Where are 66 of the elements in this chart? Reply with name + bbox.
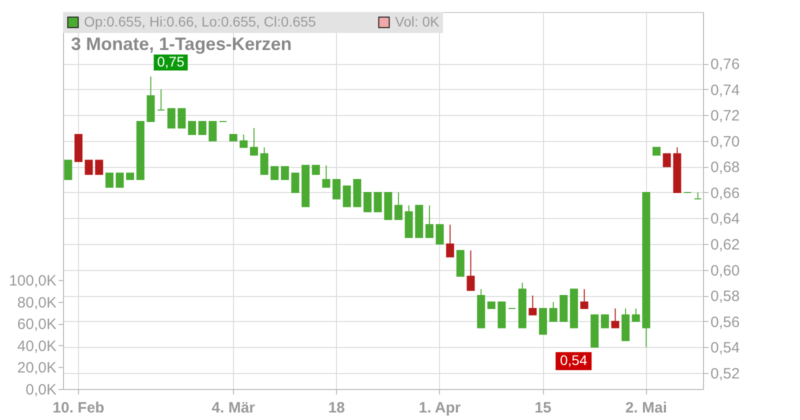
candlestick (580, 288, 588, 309)
y2-tick-label: 40,0K (17, 338, 56, 355)
candlestick (178, 108, 186, 128)
x-tick-label: 15 (534, 400, 552, 416)
x-tick-label: 1. Apr (418, 400, 461, 416)
candlestick (260, 146, 268, 175)
annotation: 0,75 (157, 53, 185, 70)
y-tick-label: 0,56 (710, 314, 740, 331)
y-tick-label: 0,68 (710, 159, 740, 176)
legend-label: Vol: 0K (395, 13, 440, 30)
candlestick (280, 166, 289, 180)
candlestick (632, 308, 640, 322)
x-tick-label: 4. Mär (212, 400, 256, 416)
candlestick (374, 192, 382, 212)
text: 3 Monate, 1-Tages-Kerzen (71, 34, 292, 54)
y-tick-label: 0,66 (710, 184, 740, 202)
candlestick (291, 172, 300, 193)
y-tick-label: 0,76 (710, 56, 740, 74)
candlestick (364, 192, 372, 212)
candlestick (250, 128, 258, 156)
legend-label: Op:0.655, Hi:0.66, Lo:0.655, Cl:0.655 (84, 13, 316, 30)
y-tick-label: 0,62 (710, 236, 740, 254)
candlestick (167, 108, 176, 128)
y2-tick-label: 60,0K (17, 316, 56, 334)
y2-tick-label: 0,0K (26, 382, 56, 398)
x-tick-label: 18 (328, 400, 345, 416)
candlestick (662, 153, 671, 168)
candlestick (270, 166, 279, 180)
candlestick (95, 160, 104, 175)
candlestick (64, 160, 72, 180)
candlestick (240, 134, 248, 148)
candlestick (528, 295, 537, 316)
candlestick (694, 192, 702, 200)
y-tick-label: 0,58 (710, 288, 740, 306)
candlestick (332, 179, 341, 200)
candlestick (436, 224, 444, 244)
candlestick (312, 164, 320, 175)
y-tick-label: 0,52 (710, 365, 740, 382)
y-tick-label: 0,64 (710, 210, 740, 228)
y-tick-label: 0,74 (710, 82, 740, 99)
x-tick-label: 2. Mai (625, 400, 668, 416)
candlestick (105, 172, 114, 188)
candlestick (342, 186, 351, 208)
candlestick (116, 172, 124, 188)
x-tick-label: 10. Feb (52, 400, 104, 416)
candlestick (466, 250, 475, 291)
candlestick (549, 302, 558, 322)
candlestick (157, 88, 166, 110)
y2-tick-label: 100,0K (8, 272, 56, 290)
y-tick-label: 0,54 (710, 340, 740, 357)
annotation: 0,54 (560, 352, 588, 368)
candlestick (322, 164, 330, 188)
candlestick (84, 160, 93, 175)
candlestick (446, 224, 454, 258)
candlestick (600, 314, 609, 328)
candlestick (208, 121, 217, 142)
y-tick-label: 0,72 (710, 108, 740, 125)
candlestick (198, 121, 206, 135)
y-tick-label: 0,60 (710, 262, 740, 280)
candlestick (425, 204, 434, 238)
y-tick-label: 0,70 (710, 133, 740, 150)
candlestick (188, 121, 196, 135)
candlestick (394, 192, 402, 220)
y2-tick-label: 80,0K (17, 294, 56, 312)
candlestick (611, 308, 620, 328)
y2-tick-label: 20,0K (17, 360, 56, 377)
